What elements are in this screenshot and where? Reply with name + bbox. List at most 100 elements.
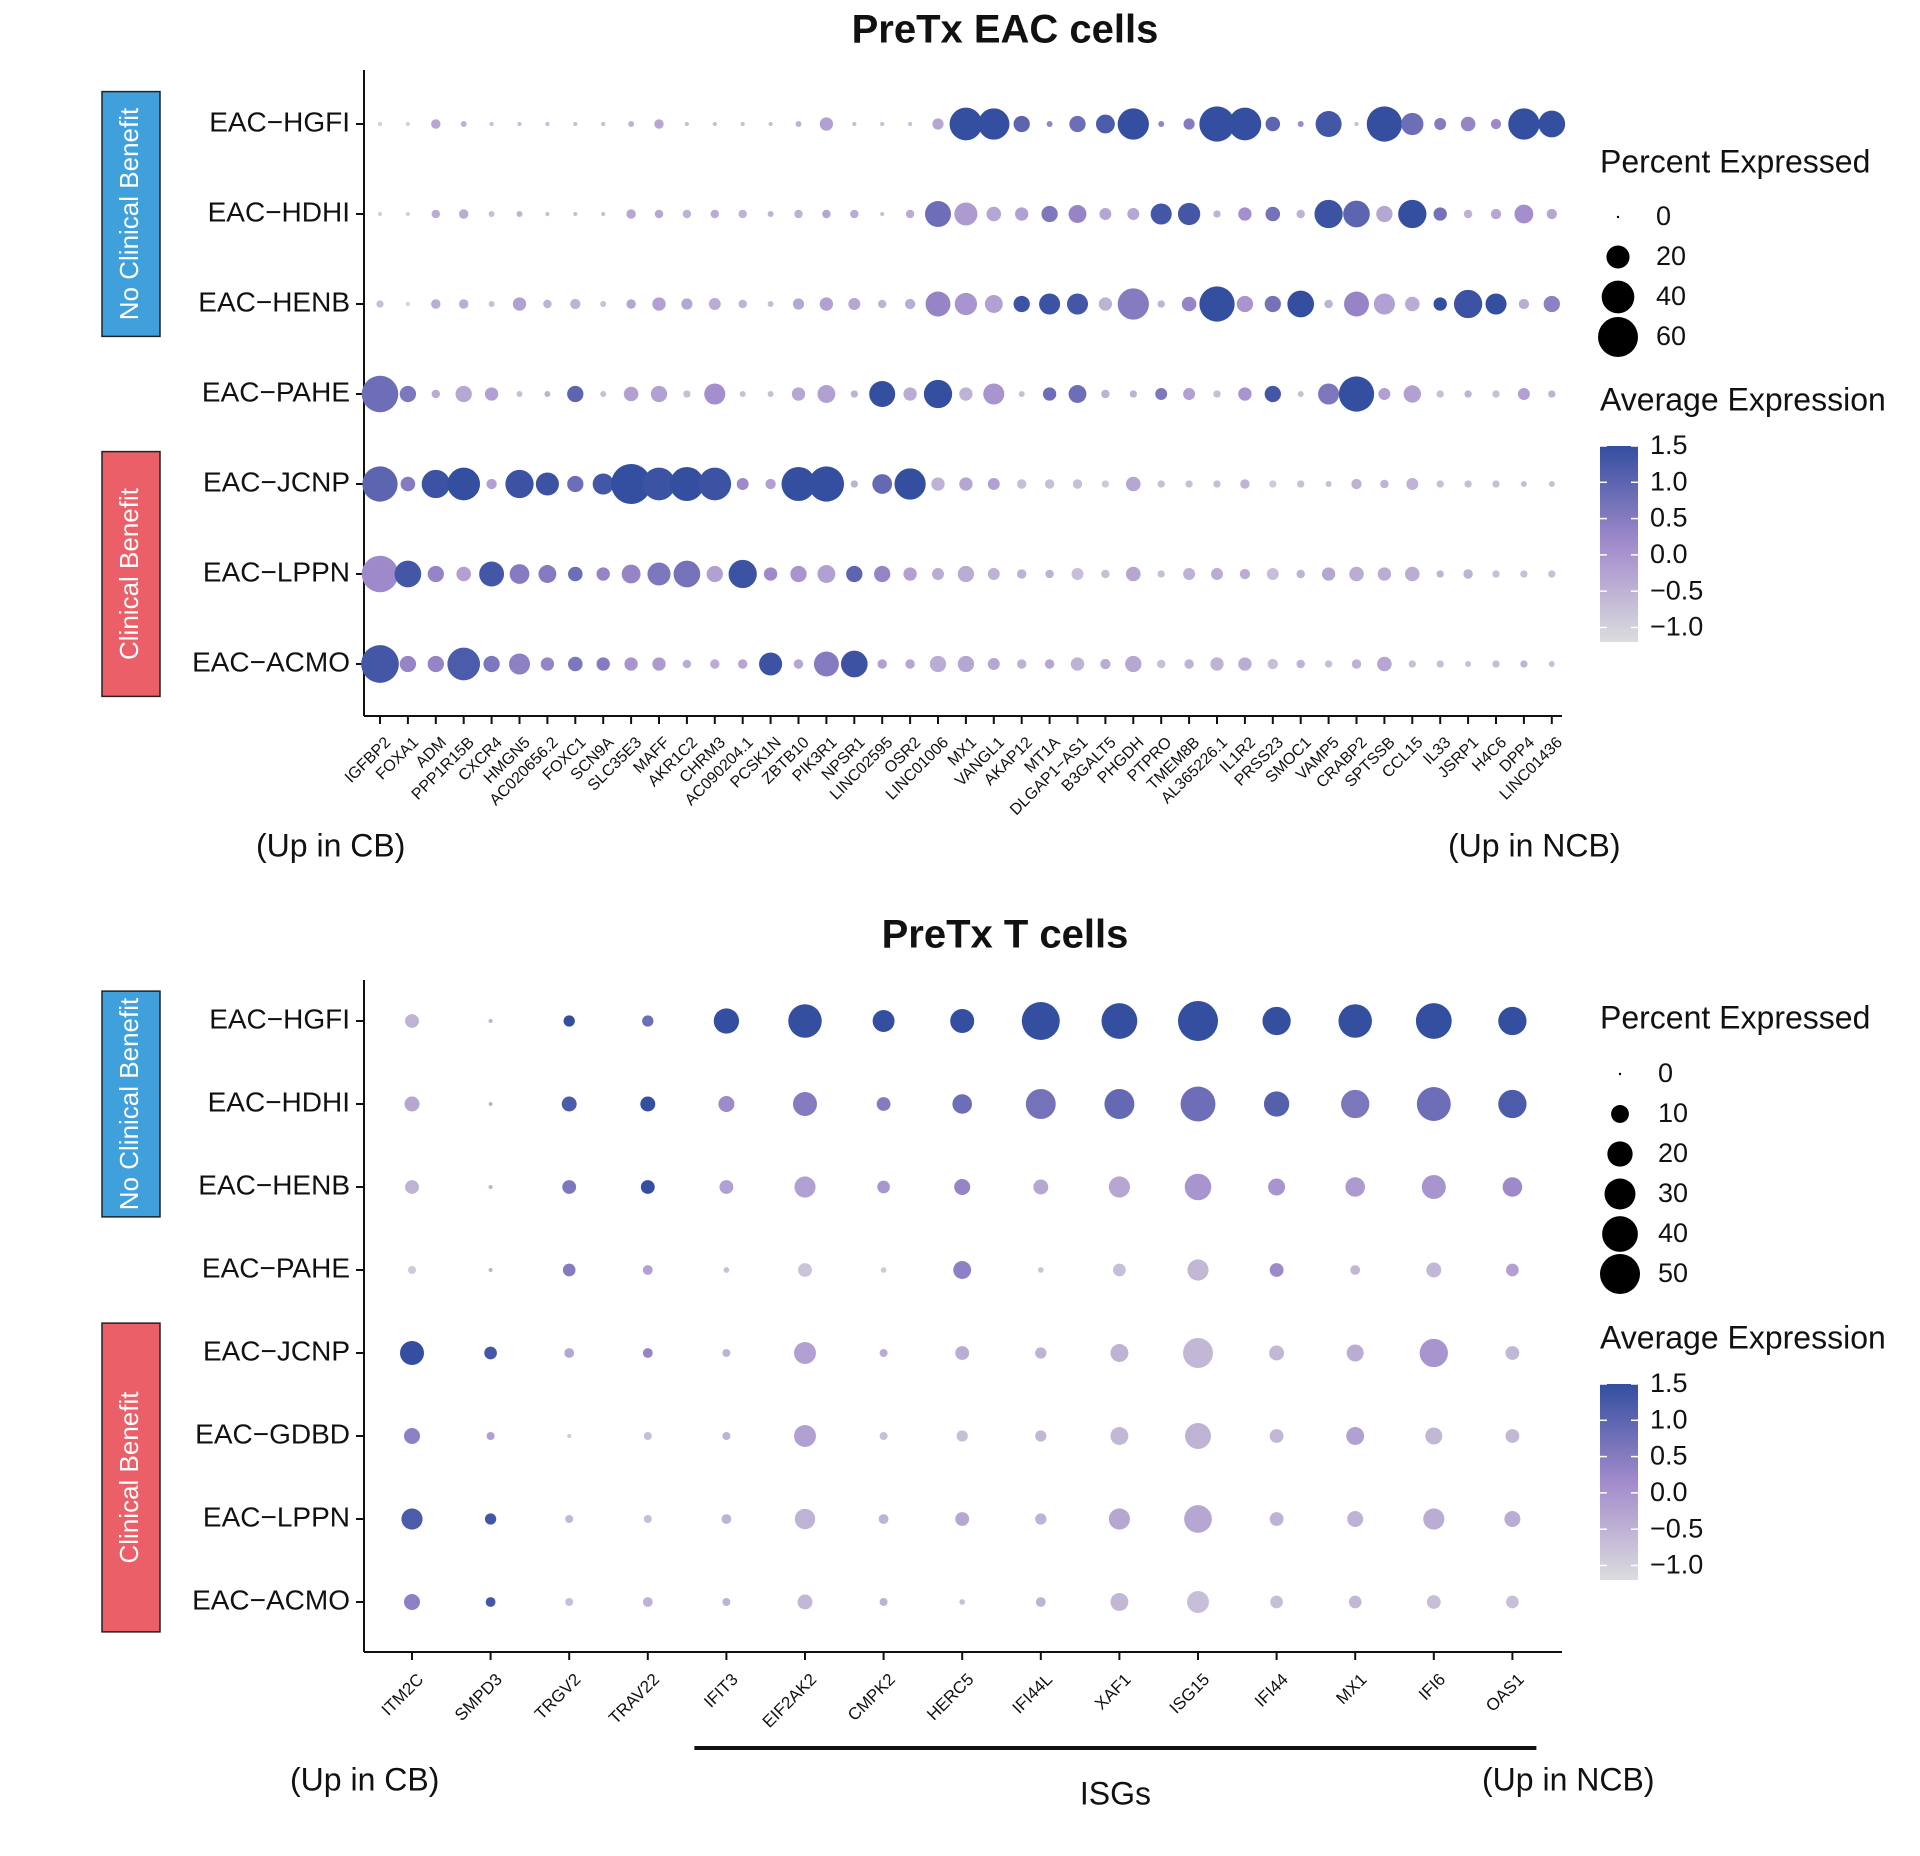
dot: [1297, 480, 1305, 488]
dot: [1266, 568, 1279, 580]
dot: [1228, 107, 1262, 141]
dot: [1416, 1087, 1451, 1121]
dot: [795, 121, 802, 127]
dot: [399, 655, 417, 673]
dot: [455, 385, 472, 403]
group-label: Clinical Benefit: [114, 487, 144, 660]
dot: [876, 1097, 891, 1111]
dot: [1378, 388, 1391, 400]
dot: [488, 1268, 493, 1272]
dot: [1297, 121, 1304, 127]
dot: [877, 1180, 890, 1194]
dot: [673, 560, 701, 588]
isg-label: ISGs: [1080, 1775, 1151, 1811]
column-label: HERC5: [923, 1670, 977, 1724]
dot: [562, 1180, 577, 1194]
dot: [458, 299, 469, 309]
dot: [1046, 121, 1053, 127]
color-legend-value: 0.5: [1650, 1441, 1688, 1471]
dot: [1180, 1086, 1216, 1122]
dot: [1157, 480, 1165, 488]
dot: [790, 565, 807, 583]
dot: [722, 1598, 731, 1606]
dot: [652, 297, 666, 311]
row-label: EAC−JCNP: [203, 1335, 350, 1366]
size-legend-value: 60: [1656, 321, 1686, 351]
dot: [959, 477, 973, 491]
column-label: SMPD3: [451, 1670, 506, 1725]
dot: [872, 474, 893, 494]
dot: [1071, 568, 1084, 580]
dot: [1267, 658, 1278, 670]
dot: [791, 387, 806, 401]
dot: [759, 652, 783, 676]
dot: [1490, 208, 1502, 220]
dot: [652, 657, 666, 671]
dot: [1045, 569, 1054, 579]
dot: [808, 466, 845, 502]
dot: [642, 1348, 653, 1358]
dot: [819, 117, 834, 131]
column-label: CMPK2: [844, 1670, 899, 1725]
group-box: [101, 990, 161, 1218]
dot: [669, 467, 704, 501]
dot: [404, 1428, 420, 1444]
dot: [650, 385, 668, 403]
size-legend-value: 0: [1658, 1058, 1673, 1088]
dot: [567, 475, 584, 493]
dot: [1485, 293, 1507, 315]
color-legend-bar: [1600, 446, 1638, 642]
column-label: IFI44: [1251, 1670, 1292, 1711]
dot: [447, 467, 481, 501]
dot: [642, 1597, 653, 1607]
dot: [647, 562, 671, 586]
dot: [718, 1096, 735, 1112]
dot: [1464, 390, 1472, 398]
panel-2: PreTx T cells EAC−HGFI EAC−HDHI EAC−HENB EAC…: [101, 913, 1886, 1811]
dot: [1129, 390, 1137, 398]
dot: [485, 1597, 496, 1607]
dot: [1398, 199, 1427, 229]
dot: [1199, 286, 1235, 322]
color-legend-value: 1.0: [1650, 466, 1688, 496]
dot: [628, 121, 635, 127]
row-label: EAC−ACMO: [192, 1584, 350, 1615]
dot: [1543, 295, 1560, 313]
dot: [1269, 480, 1277, 488]
dot: [1508, 108, 1540, 140]
dot: [405, 121, 411, 127]
row-label: EAC−LPPN: [203, 1501, 350, 1532]
note-up-in-cb: (Up in CB): [256, 827, 405, 863]
dot: [712, 121, 717, 127]
dot: [1099, 208, 1112, 220]
dot: [1183, 1338, 1213, 1368]
dot: [1016, 569, 1027, 579]
size-legend-value: 10: [1658, 1098, 1688, 1128]
dot: [1238, 207, 1252, 221]
dot: [362, 466, 398, 502]
column-label: XAF1: [1091, 1670, 1135, 1714]
dot: [794, 1425, 816, 1447]
dot: [722, 1349, 731, 1357]
dot: [880, 211, 885, 217]
size-legend-dot: [1607, 1141, 1633, 1167]
dot: [1108, 1508, 1130, 1530]
size-legend-title: Percent Expressed: [1600, 143, 1870, 179]
dot: [458, 209, 469, 219]
dot: [1238, 387, 1252, 401]
dot: [1238, 657, 1252, 671]
dot: [879, 1598, 888, 1606]
dot: [822, 209, 831, 219]
size-legend-dot: [1602, 1216, 1638, 1252]
dot: [794, 1342, 816, 1364]
dot: [1016, 659, 1027, 669]
dot: [1490, 118, 1502, 130]
dot: [721, 1514, 732, 1524]
color-legend-value: −1.0: [1650, 1550, 1703, 1580]
dot: [1436, 480, 1444, 488]
dot: [1492, 660, 1500, 668]
dot: [611, 464, 652, 504]
dot: [894, 468, 926, 500]
color-legend-value: −1.0: [1650, 612, 1703, 642]
dot: [1157, 570, 1165, 578]
